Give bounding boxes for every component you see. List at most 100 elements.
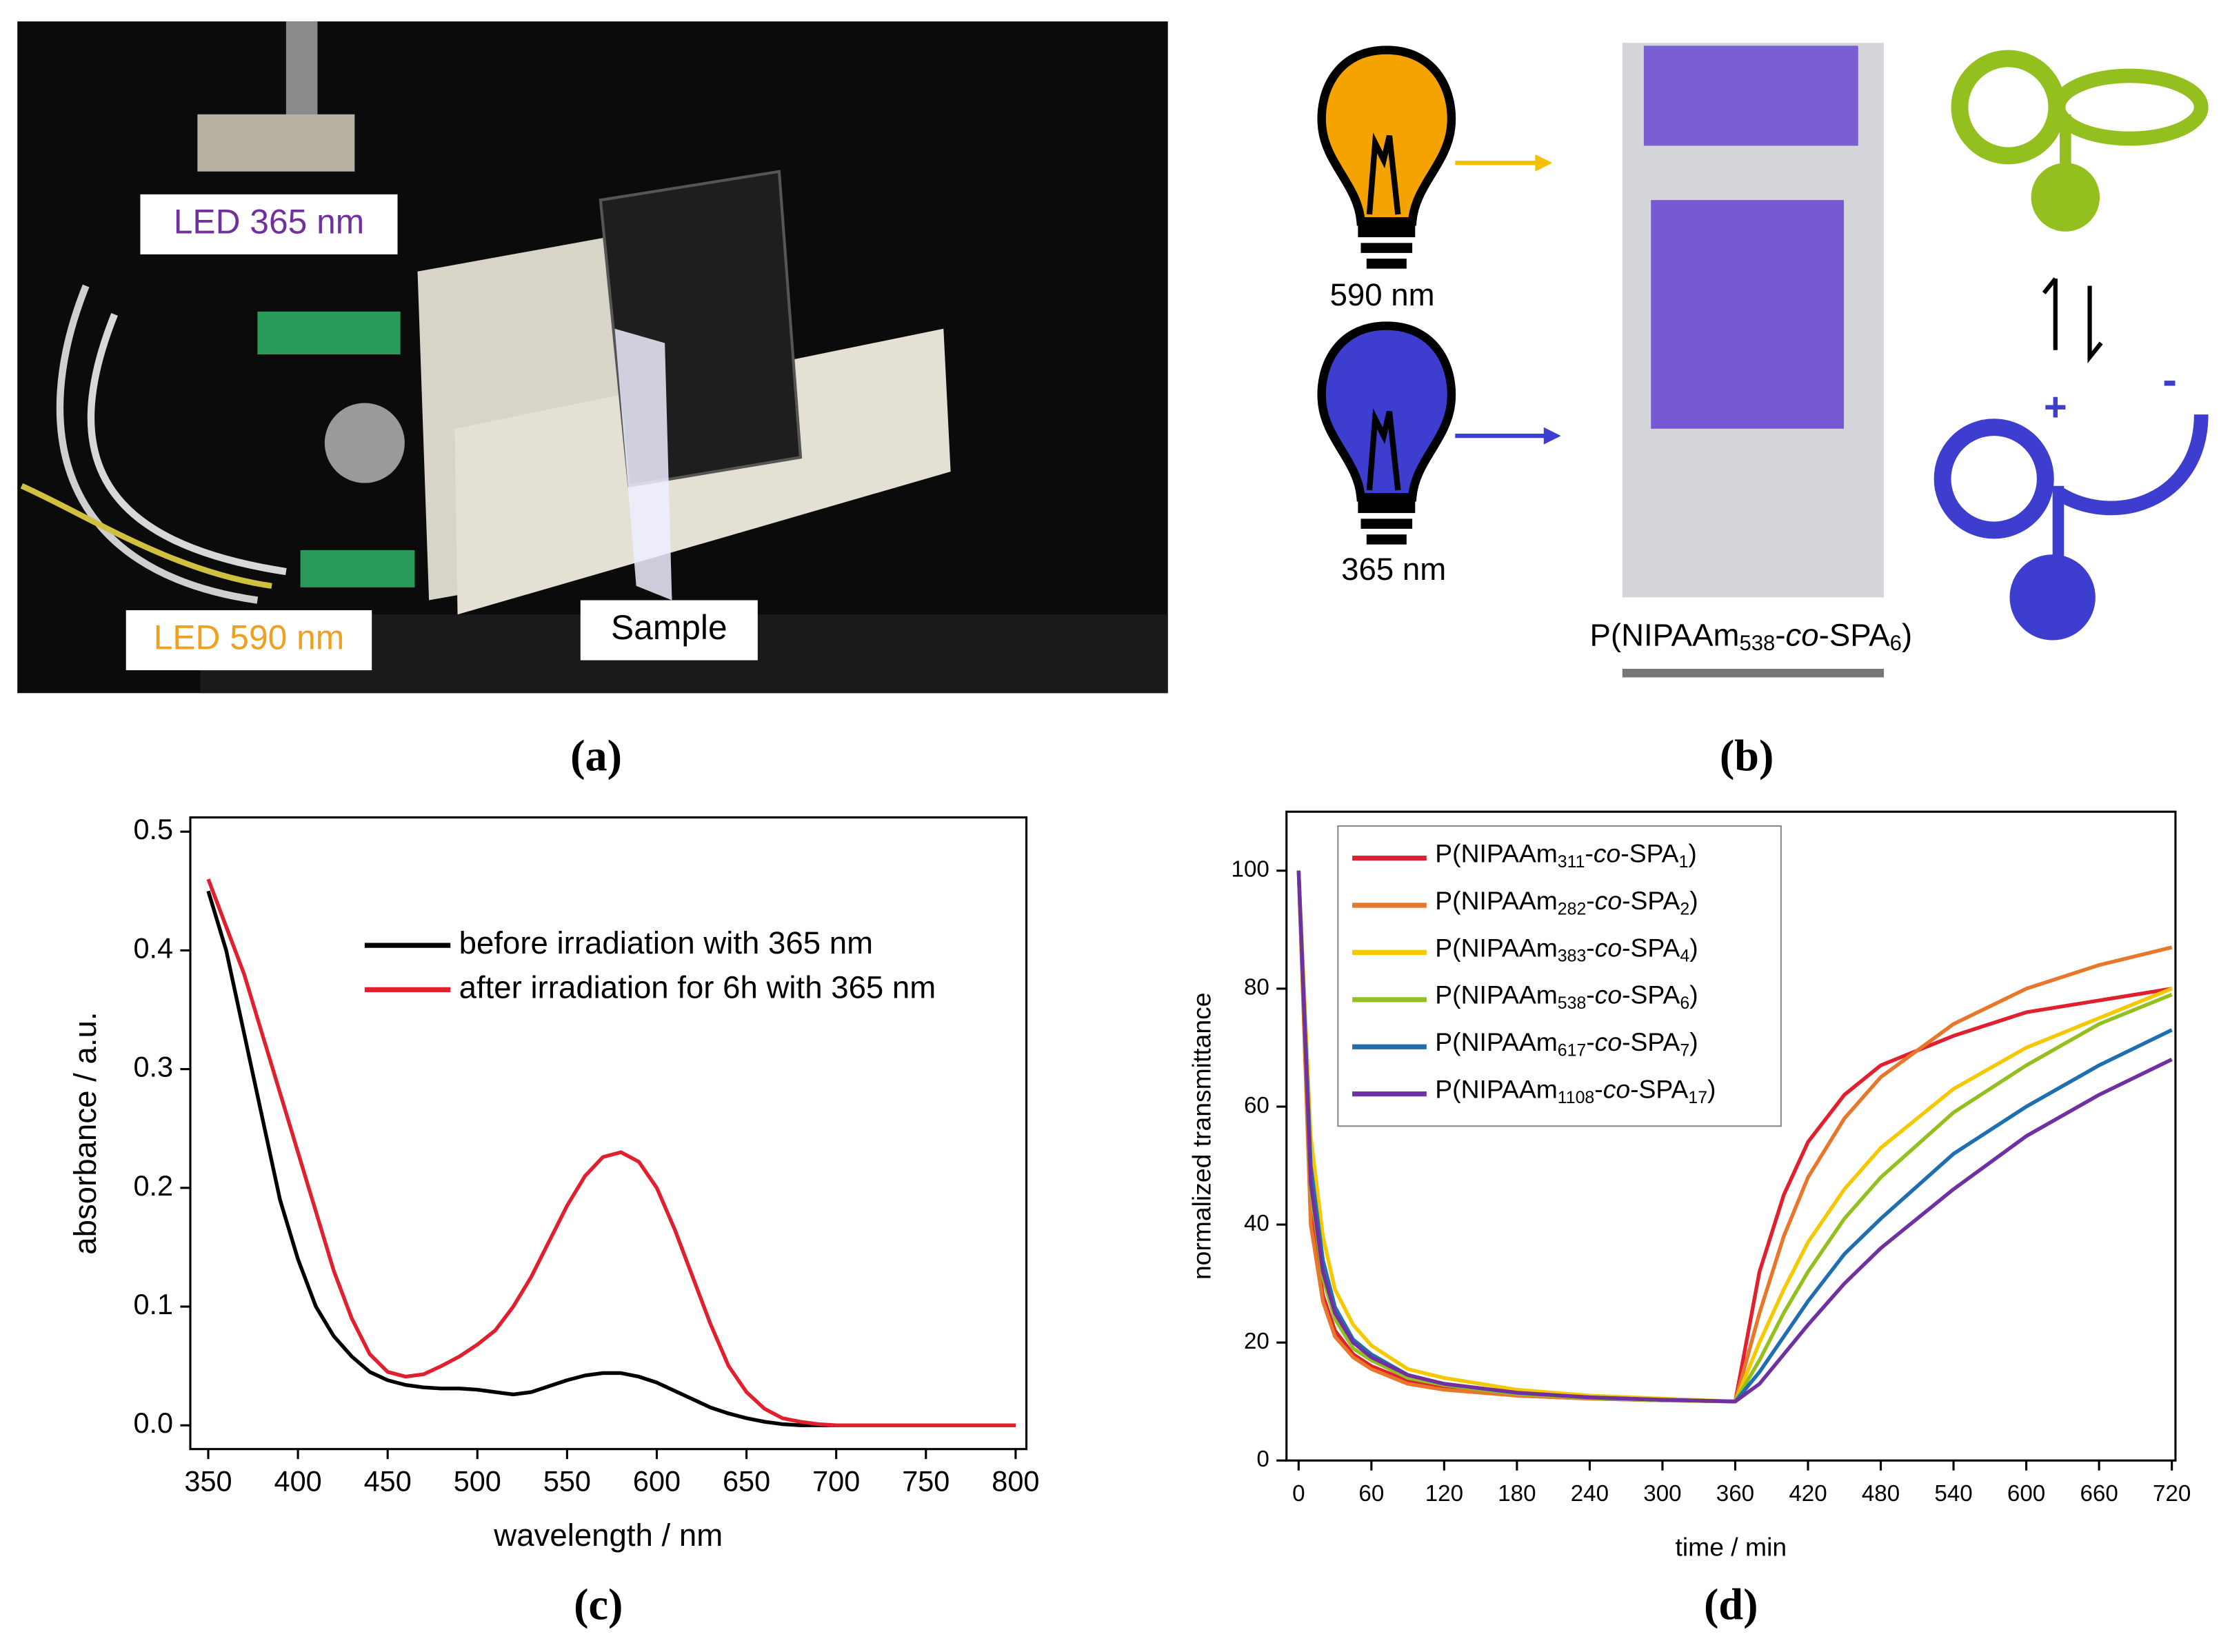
x-tick-label: 750: [902, 1464, 950, 1497]
text-part: -: [1586, 886, 1594, 915]
text-part: -SPA: [1622, 886, 1680, 915]
text-part: 538: [1739, 631, 1775, 655]
x-tick-label: 600: [633, 1464, 681, 1497]
legend-label: P(NIPAAm538-co-SPA6): [1435, 980, 1698, 1013]
x-axis-label: wavelength / nm: [493, 1518, 723, 1553]
photo-label: LED 590 nm: [154, 618, 344, 657]
lamp-label: 590 nm: [1330, 277, 1435, 312]
text-part: co: [1595, 933, 1622, 962]
legend-label: before irradiation with 365 nm: [459, 925, 873, 960]
x-tick-label: 400: [274, 1464, 322, 1497]
text-part: P(NIPAAm: [1590, 617, 1740, 652]
text-part: co: [1786, 617, 1819, 652]
x-tick-label: 600: [2007, 1481, 2045, 1507]
text-part: 2: [1680, 899, 1689, 918]
text-part: -: [1585, 838, 1593, 867]
y-axis-label: absorbance / a.u.: [68, 1012, 103, 1255]
text-part: -: [1586, 980, 1594, 1009]
x-tick-label: 800: [992, 1464, 1039, 1497]
legend-label: P(NIPAAm1108-co-SPA17): [1435, 1074, 1716, 1107]
x-tick-label: 550: [543, 1464, 591, 1497]
text-part: ): [1688, 838, 1696, 867]
text-part: P(NIPAAm: [1435, 1074, 1558, 1103]
text-part: 1108: [1558, 1087, 1594, 1107]
y-tick-label: 60: [1244, 1093, 1269, 1118]
x-tick-label: 120: [1425, 1481, 1463, 1507]
text-part: co: [1595, 886, 1622, 915]
text-part: ): [1689, 886, 1698, 915]
text-part: -SPA: [1620, 838, 1678, 867]
y-tick-label: 100: [1232, 857, 1269, 883]
x-tick-label: 480: [1862, 1481, 1900, 1507]
text-part: P(NIPAAm: [1435, 1027, 1558, 1056]
text-part: 538: [1558, 994, 1586, 1013]
text-part: 311: [1558, 852, 1585, 871]
x-tick-label: 360: [1716, 1481, 1754, 1507]
text-part: P(NIPAAm: [1435, 980, 1558, 1009]
y-tick-label: 0.2: [134, 1169, 174, 1202]
text-part: P(NIPAAm: [1435, 886, 1558, 915]
y-tick-label: 80: [1244, 975, 1269, 1000]
x-tick-label: 0: [1292, 1481, 1305, 1507]
panel-caption: (b): [1720, 731, 1774, 780]
text-part: -: [1775, 617, 1785, 652]
y-tick-label: 20: [1244, 1329, 1269, 1354]
lamp-label: 365 nm: [1341, 552, 1446, 587]
text-part: -SPA: [1622, 1027, 1680, 1056]
text-part: 6: [1890, 631, 1902, 655]
y-tick-label: 0.0: [134, 1407, 174, 1439]
text-part: -SPA: [1622, 980, 1680, 1009]
text-part: 4: [1680, 946, 1689, 965]
x-tick-label: 300: [1643, 1481, 1681, 1507]
legend-box: [1337, 825, 1782, 1127]
text-part: ): [1902, 617, 1912, 652]
text-part: -SPA: [1622, 933, 1680, 962]
label-box: [140, 194, 398, 254]
sample-label: P(NIPAAm538-co-SPA6): [1590, 617, 1913, 655]
x-axis-label: time / min: [1675, 1533, 1787, 1562]
x-tick-label: 420: [1789, 1481, 1827, 1507]
text-part: -: [1594, 1074, 1603, 1103]
x-tick-label: 450: [364, 1464, 412, 1497]
text-part: ): [1707, 1074, 1716, 1103]
y-tick-label: 0.1: [134, 1288, 174, 1320]
x-tick-label: 500: [454, 1464, 501, 1497]
photo-label: LED 365 nm: [174, 203, 364, 241]
y-tick-label: 0.3: [134, 1051, 174, 1083]
text-part: ): [1689, 980, 1698, 1009]
x-tick-label: 540: [1934, 1481, 1972, 1507]
text-part: -: [1586, 1027, 1594, 1056]
legend-label: P(NIPAAm383-co-SPA4): [1435, 933, 1698, 965]
legend-label: after irradiation for 6h with 365 nm: [459, 969, 936, 1005]
text-part: co: [1603, 1074, 1630, 1103]
text-part: 7: [1680, 1040, 1689, 1060]
label-box: [125, 610, 372, 671]
panel-caption: (c): [574, 1580, 623, 1629]
legend-label: P(NIPAAm311-co-SPA1): [1435, 838, 1697, 871]
text-part: 6: [1680, 994, 1689, 1013]
text-part: -SPA: [1819, 617, 1891, 652]
text-part: 1: [1679, 852, 1689, 871]
molecule-icon: + -: [1933, 50, 2209, 641]
text-part: co: [1594, 838, 1620, 867]
panel-caption: (a): [570, 731, 622, 780]
photo-label: Sample: [611, 608, 727, 647]
data-line: [206, 878, 1016, 1427]
data-line: [1296, 870, 2173, 1404]
x-tick-label: 720: [2153, 1481, 2191, 1507]
y-tick-label: 0.5: [134, 813, 174, 845]
x-tick-label: 660: [2080, 1481, 2118, 1507]
x-tick-label: 650: [723, 1464, 770, 1497]
text-part: 282: [1558, 899, 1586, 918]
sample-strip: [1622, 43, 1885, 678]
text-part: ): [1689, 1027, 1698, 1056]
text-part: 617: [1558, 1040, 1586, 1060]
x-tick-label: 350: [184, 1464, 232, 1497]
x-tick-label: 240: [1571, 1481, 1609, 1507]
text-part: P(NIPAAm: [1435, 933, 1558, 962]
text-part: co: [1595, 1027, 1622, 1056]
legend-label: P(NIPAAm617-co-SPA7): [1435, 1027, 1698, 1060]
